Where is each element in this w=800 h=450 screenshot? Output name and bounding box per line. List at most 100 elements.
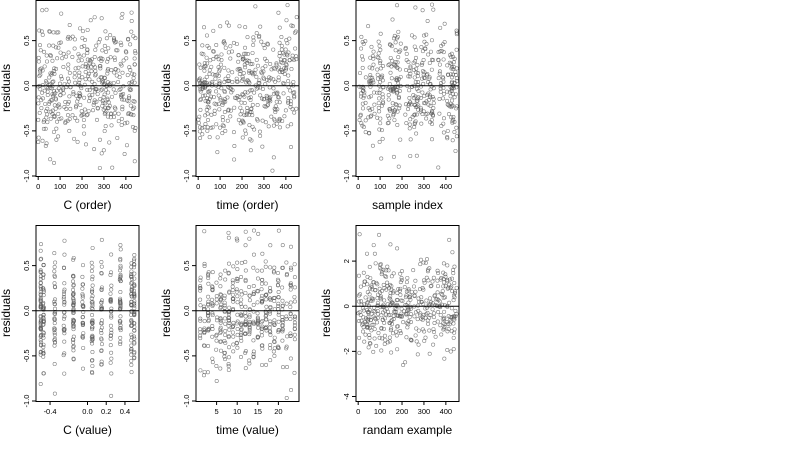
- data-point: [228, 56, 233, 61]
- data-point: [114, 48, 119, 53]
- data-point: [425, 80, 430, 85]
- data-point: [202, 261, 207, 266]
- data-point: [406, 287, 411, 292]
- data-point: [426, 321, 431, 326]
- data-point: [80, 334, 85, 339]
- data-point: [225, 118, 230, 123]
- data-point: [128, 42, 133, 47]
- data-point: [263, 259, 268, 264]
- data-point: [272, 346, 277, 351]
- data-point: [103, 124, 108, 129]
- data-point: [41, 316, 46, 321]
- data-point: [385, 340, 390, 345]
- data-point: [272, 117, 277, 122]
- data-point: [395, 60, 400, 65]
- data-point: [357, 350, 362, 355]
- data-point: [292, 320, 297, 325]
- data-point: [93, 87, 98, 92]
- data-point: [423, 306, 428, 311]
- data-point: [382, 341, 387, 346]
- data-point: [202, 229, 207, 234]
- data-point: [105, 105, 110, 110]
- data-point: [221, 40, 226, 45]
- data-point: [230, 330, 235, 335]
- data-point: [62, 252, 67, 257]
- data-point: [259, 326, 264, 331]
- data-point: [232, 105, 237, 110]
- data-point: [112, 111, 117, 116]
- data-point: [358, 299, 363, 304]
- data-point: [81, 331, 86, 336]
- data-point: [360, 329, 365, 334]
- data-point: [427, 315, 432, 320]
- data-point: [201, 343, 206, 348]
- data-point: [90, 92, 95, 97]
- data-point: [452, 295, 457, 300]
- data-point: [358, 292, 363, 297]
- data-point: [365, 300, 370, 305]
- data-point: [441, 96, 446, 101]
- data-point: [406, 59, 411, 64]
- data-point: [70, 34, 75, 39]
- data-point: [215, 315, 220, 320]
- data-point: [259, 287, 264, 292]
- data-point: [52, 391, 57, 396]
- data-point: [226, 84, 231, 89]
- data-point: [239, 304, 244, 309]
- data-point: [289, 388, 294, 393]
- data-point: [109, 350, 114, 355]
- data-point: [132, 262, 137, 267]
- data-point: [95, 105, 100, 110]
- data-point: [132, 257, 137, 262]
- data-point: [248, 62, 253, 67]
- data-point: [198, 316, 203, 321]
- data-point: [197, 114, 202, 119]
- data-point: [86, 73, 91, 78]
- data-point: [441, 284, 446, 289]
- data-point: [36, 101, 41, 106]
- data-point: [41, 126, 46, 131]
- data-point: [59, 74, 64, 79]
- x-tick-label: 100: [214, 182, 227, 191]
- data-point: [446, 327, 451, 332]
- data-point: [240, 135, 245, 140]
- data-point: [109, 68, 114, 73]
- data-point: [435, 278, 440, 283]
- data-point: [280, 326, 285, 331]
- data-point: [398, 137, 403, 142]
- data-point: [358, 284, 363, 289]
- data-point: [247, 315, 252, 320]
- data-point: [119, 122, 124, 127]
- data-point: [414, 112, 419, 117]
- data-point: [292, 314, 297, 319]
- data-point: [286, 99, 291, 104]
- data-point: [129, 318, 134, 323]
- data-point: [454, 104, 459, 109]
- data-point: [378, 87, 383, 92]
- data-point: [363, 100, 368, 105]
- data-point: [206, 270, 211, 275]
- data-point: [292, 332, 297, 337]
- data-point: [247, 358, 252, 363]
- data-point: [131, 34, 136, 39]
- data-point: [231, 299, 236, 304]
- data-point: [370, 322, 375, 327]
- y-tick-label: -1.0: [22, 395, 31, 408]
- data-point: [263, 281, 268, 286]
- data-point: [430, 2, 435, 7]
- data-point: [445, 72, 450, 77]
- data-point: [92, 100, 97, 105]
- data-point: [387, 81, 392, 86]
- data-point: [224, 20, 229, 25]
- data-point: [214, 347, 219, 352]
- y-tick-label: 0.0: [22, 81, 31, 91]
- data-point: [412, 121, 417, 126]
- data-point: [391, 271, 396, 276]
- data-point: [276, 10, 281, 15]
- data-point: [288, 331, 293, 336]
- data-point: [379, 348, 384, 353]
- data-point: [210, 270, 215, 275]
- data-point: [377, 109, 382, 114]
- data-point: [85, 87, 90, 92]
